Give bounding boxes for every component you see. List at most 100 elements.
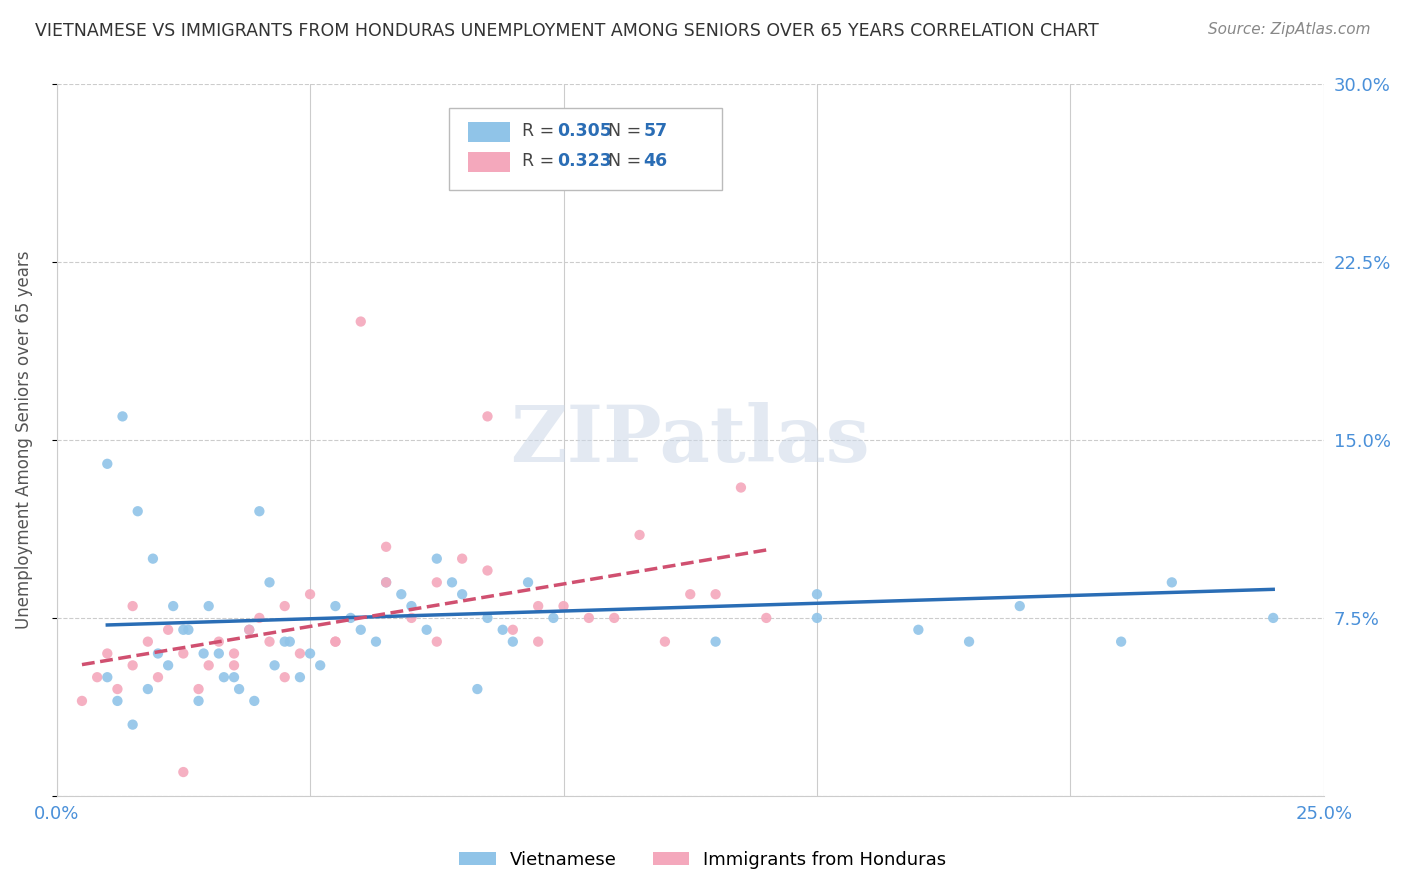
Point <box>172 765 194 780</box>
Legend: Vietnamese, Immigrants from Honduras: Vietnamese, Immigrants from Honduras <box>453 844 953 876</box>
Point <box>364 634 387 648</box>
Point <box>527 634 550 648</box>
Point <box>477 409 499 424</box>
Text: R =: R = <box>522 121 560 140</box>
Point <box>172 623 194 637</box>
Text: N =: N = <box>607 121 647 140</box>
Point <box>957 634 980 648</box>
Point <box>187 681 209 696</box>
Point <box>440 575 463 590</box>
Point <box>325 634 347 648</box>
Point <box>654 634 676 648</box>
Point <box>121 717 143 731</box>
Point <box>96 670 118 684</box>
Point <box>426 634 449 648</box>
Point <box>70 694 93 708</box>
Point <box>467 681 489 696</box>
Point <box>426 575 449 590</box>
Point <box>426 551 449 566</box>
Point <box>238 623 260 637</box>
FancyBboxPatch shape <box>468 122 510 142</box>
Point <box>142 551 165 566</box>
Text: ZIPatlas: ZIPatlas <box>510 402 870 478</box>
Point <box>111 409 134 424</box>
Text: N =: N = <box>607 152 647 169</box>
Point <box>806 587 828 601</box>
FancyBboxPatch shape <box>450 108 721 190</box>
Point <box>243 694 266 708</box>
Point <box>492 623 515 637</box>
Point <box>375 575 398 590</box>
Point <box>259 634 281 648</box>
Point <box>187 694 209 708</box>
Point <box>274 599 297 613</box>
Point <box>146 647 169 661</box>
Point <box>375 540 398 554</box>
Point <box>197 658 219 673</box>
Text: 0.323: 0.323 <box>557 152 612 169</box>
Point <box>1109 634 1132 648</box>
Point <box>730 481 752 495</box>
Point <box>603 148 626 162</box>
Point <box>704 634 727 648</box>
Point <box>193 647 215 661</box>
Point <box>208 634 231 648</box>
Point <box>212 670 235 684</box>
Point <box>96 647 118 661</box>
Point <box>197 599 219 613</box>
Point <box>517 575 540 590</box>
Text: 57: 57 <box>644 121 668 140</box>
Point <box>502 634 524 648</box>
Point <box>162 599 184 613</box>
Text: 46: 46 <box>644 152 668 169</box>
Point <box>247 504 270 518</box>
Point <box>172 647 194 661</box>
Point <box>679 587 702 601</box>
Point <box>339 611 361 625</box>
Point <box>136 634 159 648</box>
FancyBboxPatch shape <box>468 152 510 172</box>
Point <box>299 587 322 601</box>
Point <box>136 681 159 696</box>
Point <box>628 528 651 542</box>
Point <box>451 551 474 566</box>
Point <box>107 694 129 708</box>
Point <box>375 575 398 590</box>
Point <box>107 681 129 696</box>
Point <box>350 314 373 328</box>
Point <box>704 587 727 601</box>
Point <box>502 623 524 637</box>
Point <box>278 634 301 648</box>
Point <box>127 504 149 518</box>
Point <box>553 599 575 613</box>
Point <box>477 564 499 578</box>
Point <box>389 587 412 601</box>
Point <box>238 623 260 637</box>
Point <box>401 599 423 613</box>
Point <box>96 457 118 471</box>
Point <box>274 670 297 684</box>
Point <box>222 658 245 673</box>
Point <box>527 599 550 613</box>
Point <box>86 670 108 684</box>
Point <box>228 681 250 696</box>
Point <box>263 658 285 673</box>
Point <box>415 623 437 637</box>
Point <box>259 575 281 590</box>
Point <box>222 670 245 684</box>
Point <box>177 623 200 637</box>
Y-axis label: Unemployment Among Seniors over 65 years: Unemployment Among Seniors over 65 years <box>15 251 32 630</box>
Point <box>325 634 347 648</box>
Point <box>222 647 245 661</box>
Text: R =: R = <box>522 152 560 169</box>
Point <box>274 634 297 648</box>
Text: Source: ZipAtlas.com: Source: ZipAtlas.com <box>1208 22 1371 37</box>
Point <box>208 647 231 661</box>
Point <box>299 647 322 661</box>
Point <box>1263 611 1285 625</box>
Point <box>288 647 311 661</box>
Point <box>451 587 474 601</box>
Point <box>247 611 270 625</box>
Point <box>325 599 347 613</box>
Point <box>309 658 332 673</box>
